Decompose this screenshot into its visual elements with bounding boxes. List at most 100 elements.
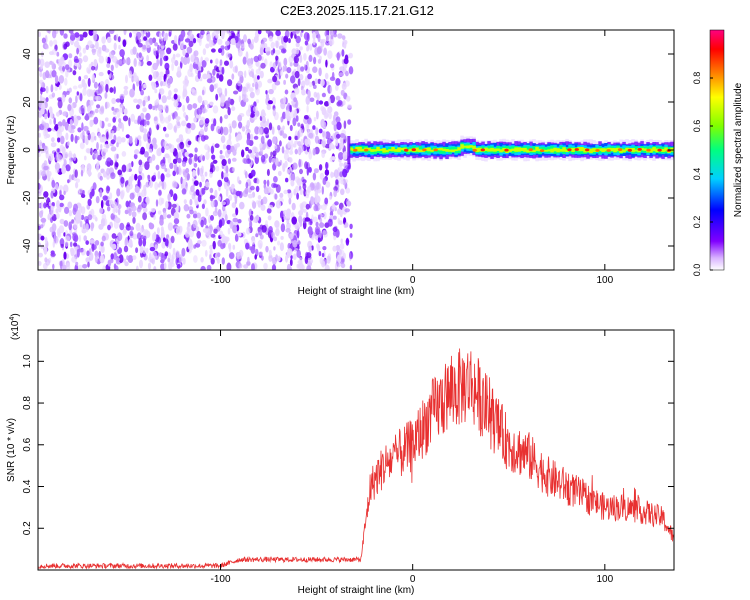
signal-band-cell — [454, 149, 458, 152]
noise-cell — [231, 73, 235, 80]
noise-cell — [186, 223, 192, 231]
noise-cell — [286, 222, 291, 230]
noise-cell — [150, 208, 156, 213]
noise-cell — [287, 242, 291, 250]
noise-cell — [152, 137, 157, 145]
signal-peak-cell — [422, 148, 427, 152]
noise-cell — [94, 108, 99, 114]
noise-cell — [82, 223, 86, 231]
noise-cell — [87, 198, 92, 207]
noise-cell — [286, 248, 293, 257]
noise-cell — [316, 244, 321, 253]
noise-cell — [319, 257, 324, 265]
noise-cell — [168, 76, 173, 85]
noise-cell — [98, 46, 102, 54]
noise-cell — [100, 143, 103, 150]
noise-cell — [231, 183, 235, 189]
noise-cell — [249, 214, 254, 221]
noise-cell — [339, 162, 344, 167]
snr-x-ticks: -100 0 100 — [211, 330, 614, 585]
noise-cell — [210, 233, 216, 238]
noise-cell — [158, 110, 163, 119]
noise-cell — [135, 265, 139, 270]
noise-cell — [333, 114, 336, 123]
noise-cell — [38, 191, 42, 197]
noise-cell — [294, 70, 300, 79]
noise-cell — [232, 149, 237, 156]
noise-cell — [290, 139, 294, 147]
noise-cell — [45, 85, 49, 94]
noise-cell — [86, 106, 91, 113]
noise-cell — [209, 187, 214, 194]
noise-cell — [93, 59, 98, 67]
noise-cell — [224, 114, 229, 120]
signal-band-cell — [499, 149, 503, 153]
noise-cell — [299, 46, 303, 51]
noise-cell — [80, 193, 86, 198]
noise-cell — [40, 217, 47, 223]
signal-band-cell — [349, 147, 353, 151]
noise-cell — [226, 144, 232, 151]
noise-cell — [290, 255, 293, 260]
signal-band-cell — [664, 147, 668, 152]
noise-cell — [259, 47, 264, 56]
noise-cell — [202, 48, 207, 56]
noise-cell — [206, 78, 213, 84]
noise-cell — [187, 68, 193, 78]
noise-cell — [277, 240, 281, 246]
noise-cell — [271, 126, 275, 135]
noise-cell — [243, 34, 247, 43]
noise-cell — [300, 31, 303, 38]
noise-cell — [115, 257, 120, 262]
noise-cell — [135, 222, 141, 232]
noise-cell — [82, 47, 87, 54]
noise-cell — [160, 163, 167, 170]
noise-cell — [90, 61, 94, 67]
noise-cell — [181, 247, 186, 257]
noise-cell — [200, 135, 206, 142]
noise-cell — [44, 61, 50, 68]
noise-cell — [51, 70, 57, 78]
noise-cell — [89, 239, 95, 244]
noise-cell — [316, 92, 320, 101]
noise-cell — [40, 108, 45, 115]
noise-cell — [271, 97, 276, 106]
noise-cell — [80, 132, 85, 140]
noise-cell — [349, 223, 353, 230]
noise-cell — [186, 46, 193, 54]
noise-cell — [336, 52, 340, 61]
noise-cell — [67, 104, 72, 112]
noise-cell — [293, 55, 299, 64]
noise-cell — [327, 218, 333, 227]
noise-cell — [193, 50, 199, 57]
noise-cell — [310, 196, 315, 206]
noise-cell — [235, 207, 239, 216]
noise-cell — [104, 101, 108, 110]
noise-cell — [103, 218, 108, 226]
signal-band-cell — [565, 149, 569, 153]
noise-cell — [213, 83, 217, 90]
signal-band-cell — [622, 149, 626, 153]
noise-cell — [303, 63, 307, 70]
noise-cell — [72, 85, 78, 90]
noise-cell — [221, 32, 225, 40]
noise-cell — [282, 111, 286, 119]
signal-band-cell — [649, 148, 653, 153]
noise-cell — [96, 161, 100, 167]
noise-cell — [342, 168, 348, 178]
noise-cell — [76, 63, 81, 68]
noise-cell — [294, 135, 299, 141]
noise-cell — [256, 178, 260, 185]
noise-cell — [146, 142, 150, 150]
noise-cell — [132, 255, 137, 260]
noise-cell — [294, 87, 300, 95]
noise-cell — [318, 67, 322, 77]
noise-cell — [186, 56, 190, 64]
noise-cell — [267, 100, 273, 105]
noise-cell — [126, 255, 129, 261]
noise-cell — [79, 52, 82, 57]
noise-cell — [343, 120, 347, 129]
noise-cell — [268, 122, 273, 131]
signal-band-cell — [643, 148, 647, 151]
snr-panel: -100 0 100 0.2 0.4 0.6 0.8 1.0 Height of strai… — [6, 313, 675, 596]
